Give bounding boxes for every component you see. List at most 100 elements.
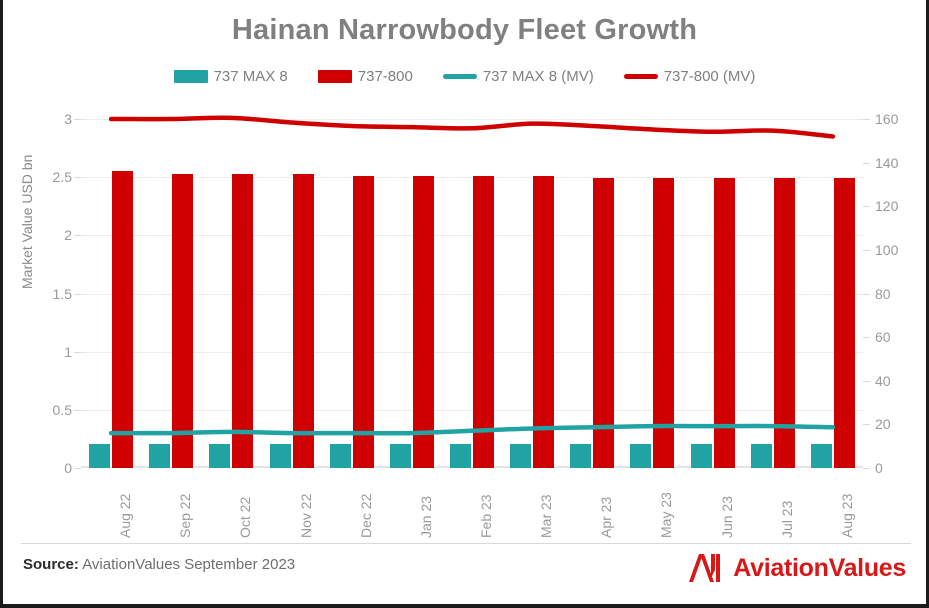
gridline (81, 351, 863, 353)
y-axis-left-title: Market Value USD bn (19, 154, 35, 289)
frame-edge-left (0, 0, 3, 608)
bar[interactable] (630, 444, 652, 468)
y-axis-right-tick-mark (863, 119, 870, 120)
bar[interactable] (653, 177, 675, 468)
gridline (81, 235, 863, 237)
bar[interactable] (112, 171, 134, 468)
bar-group (89, 119, 134, 468)
bar[interactable] (690, 444, 712, 468)
y-axis-left-tick-mark (74, 235, 81, 237)
x-axis-tick-label: Aug 23 (838, 493, 855, 538)
legend-item-label: 737-800 (357, 68, 413, 85)
bar[interactable] (533, 175, 555, 468)
legend-item[interactable]: 737-800 (317, 68, 413, 85)
y-axis-right-tick-label: 60 (875, 329, 891, 346)
gridline (81, 177, 863, 179)
y-axis-left-tick-mark (74, 468, 81, 469)
source-label: Source: (23, 556, 79, 573)
bar[interactable] (473, 175, 494, 468)
plot-area: Market Value USD bn Number of Aircraft 0… (19, 111, 898, 476)
chart-title: Hainan Narrowbody Fleet Growth (231, 14, 698, 46)
bar[interactable] (89, 444, 111, 468)
bar[interactable] (232, 173, 254, 468)
y-axis-right-tick-mark (863, 293, 870, 295)
legend-bar-swatch (173, 70, 208, 83)
bar-group (630, 119, 675, 468)
bar[interactable] (149, 444, 171, 468)
legend-line-swatch (442, 74, 477, 79)
bar[interactable] (269, 444, 291, 468)
bar[interactable] (750, 444, 772, 468)
bar-group (510, 119, 555, 468)
bar[interactable] (389, 444, 411, 468)
y-axis-right-tick-label: 20 (875, 416, 891, 433)
bar[interactable] (292, 173, 314, 468)
chart-legend: 737 MAX 8 737-800 737 MAX 8 (MV) 737-800 (M… (3, 68, 926, 85)
gridline (81, 409, 863, 411)
gridline (81, 293, 863, 295)
bar-group (269, 119, 314, 468)
bar[interactable] (209, 444, 231, 468)
bar[interactable] (172, 173, 194, 468)
y-axis-left-tick-label: 0.5 (52, 401, 72, 418)
mv-lines-layer (108, 115, 836, 436)
x-axis-tick-label: Nov 22 (297, 493, 314, 538)
gridline (81, 119, 863, 120)
x-axis-tick-label: Oct 22 (237, 496, 254, 538)
legend-item[interactable]: 737 MAX 8 (MV) (442, 68, 594, 85)
bar[interactable] (713, 177, 735, 468)
legend-item[interactable]: 737-800 (MV) (623, 68, 756, 85)
bar-group (209, 119, 254, 468)
source-note: Source: AviationValues September 2023 (23, 556, 295, 573)
bar-group (570, 119, 615, 468)
y-axis-right-tick-label: 140 (875, 154, 899, 171)
legend-item[interactable]: 737 MAX 8 (173, 68, 288, 85)
mv-line[interactable] (108, 423, 836, 436)
bars-layer (81, 119, 863, 468)
bar[interactable] (570, 444, 592, 468)
y-axis-right-tick-mark (863, 337, 870, 339)
x-axis-tick-label: Feb 23 (478, 494, 494, 538)
bar[interactable] (593, 177, 615, 468)
legend-item-label: 737-800 (MV) (663, 68, 756, 85)
bar-group (389, 119, 434, 468)
bar[interactable] (773, 177, 795, 468)
y-axis-left-tick-mark (74, 293, 81, 295)
x-axis-tick-label: Aug 22 (117, 493, 134, 538)
bar[interactable] (352, 175, 374, 468)
bar[interactable] (810, 444, 832, 468)
footer-divider (21, 543, 911, 544)
x-axis-tick-label: Sep 22 (177, 493, 194, 538)
y-axis-left-tick-label: 1 (64, 343, 72, 360)
legend-item-label: 737 MAX 8 (213, 68, 288, 85)
x-axis-tick-label: Dec 22 (357, 493, 374, 538)
y-axis-right-tick-mark (863, 468, 870, 469)
source-text: AviationValues September 2023 (82, 556, 296, 573)
legend-item-label: 737 MAX 8 (MV) (482, 68, 594, 85)
frame-edge-right (926, 0, 929, 608)
legend-bar-swatch (317, 70, 352, 83)
legend-line-swatch (623, 74, 658, 79)
x-axis-tick-label: May 23 (658, 492, 675, 538)
y-axis-left-tick-label: 1.5 (52, 285, 72, 302)
y-axis-left-tick-mark (74, 409, 81, 411)
frame-edge-bottom (0, 604, 929, 608)
y-axis-right-tick-mark (863, 162, 870, 164)
y-axis-right-tick-label: 40 (875, 372, 891, 389)
y-axis-right-tick-label: 120 (875, 198, 899, 215)
bar[interactable] (833, 177, 855, 468)
bar-group (690, 119, 735, 468)
x-axis-labels: Aug 22 Sep 22 Oct 22 Nov 22 Dec 22 Jan 23 Feb … (81, 472, 863, 542)
bar-group (450, 119, 494, 468)
bar[interactable] (329, 444, 351, 468)
bar[interactable] (450, 444, 471, 468)
y-axis-left-tick-label: 2.5 (52, 169, 72, 186)
brand-name: AviationValues (733, 553, 906, 582)
mv-line[interactable] (108, 115, 836, 139)
bar[interactable] (510, 444, 532, 468)
chart-card: Hainan Narrowbody Fleet Growth 737 MAX 8… (3, 0, 926, 604)
bar[interactable] (412, 175, 434, 468)
y-axis-left-tick-mark (74, 119, 81, 120)
x-axis-tick-label: Jun 23 (718, 495, 735, 538)
brand-lockup: AviationValues (686, 552, 906, 584)
